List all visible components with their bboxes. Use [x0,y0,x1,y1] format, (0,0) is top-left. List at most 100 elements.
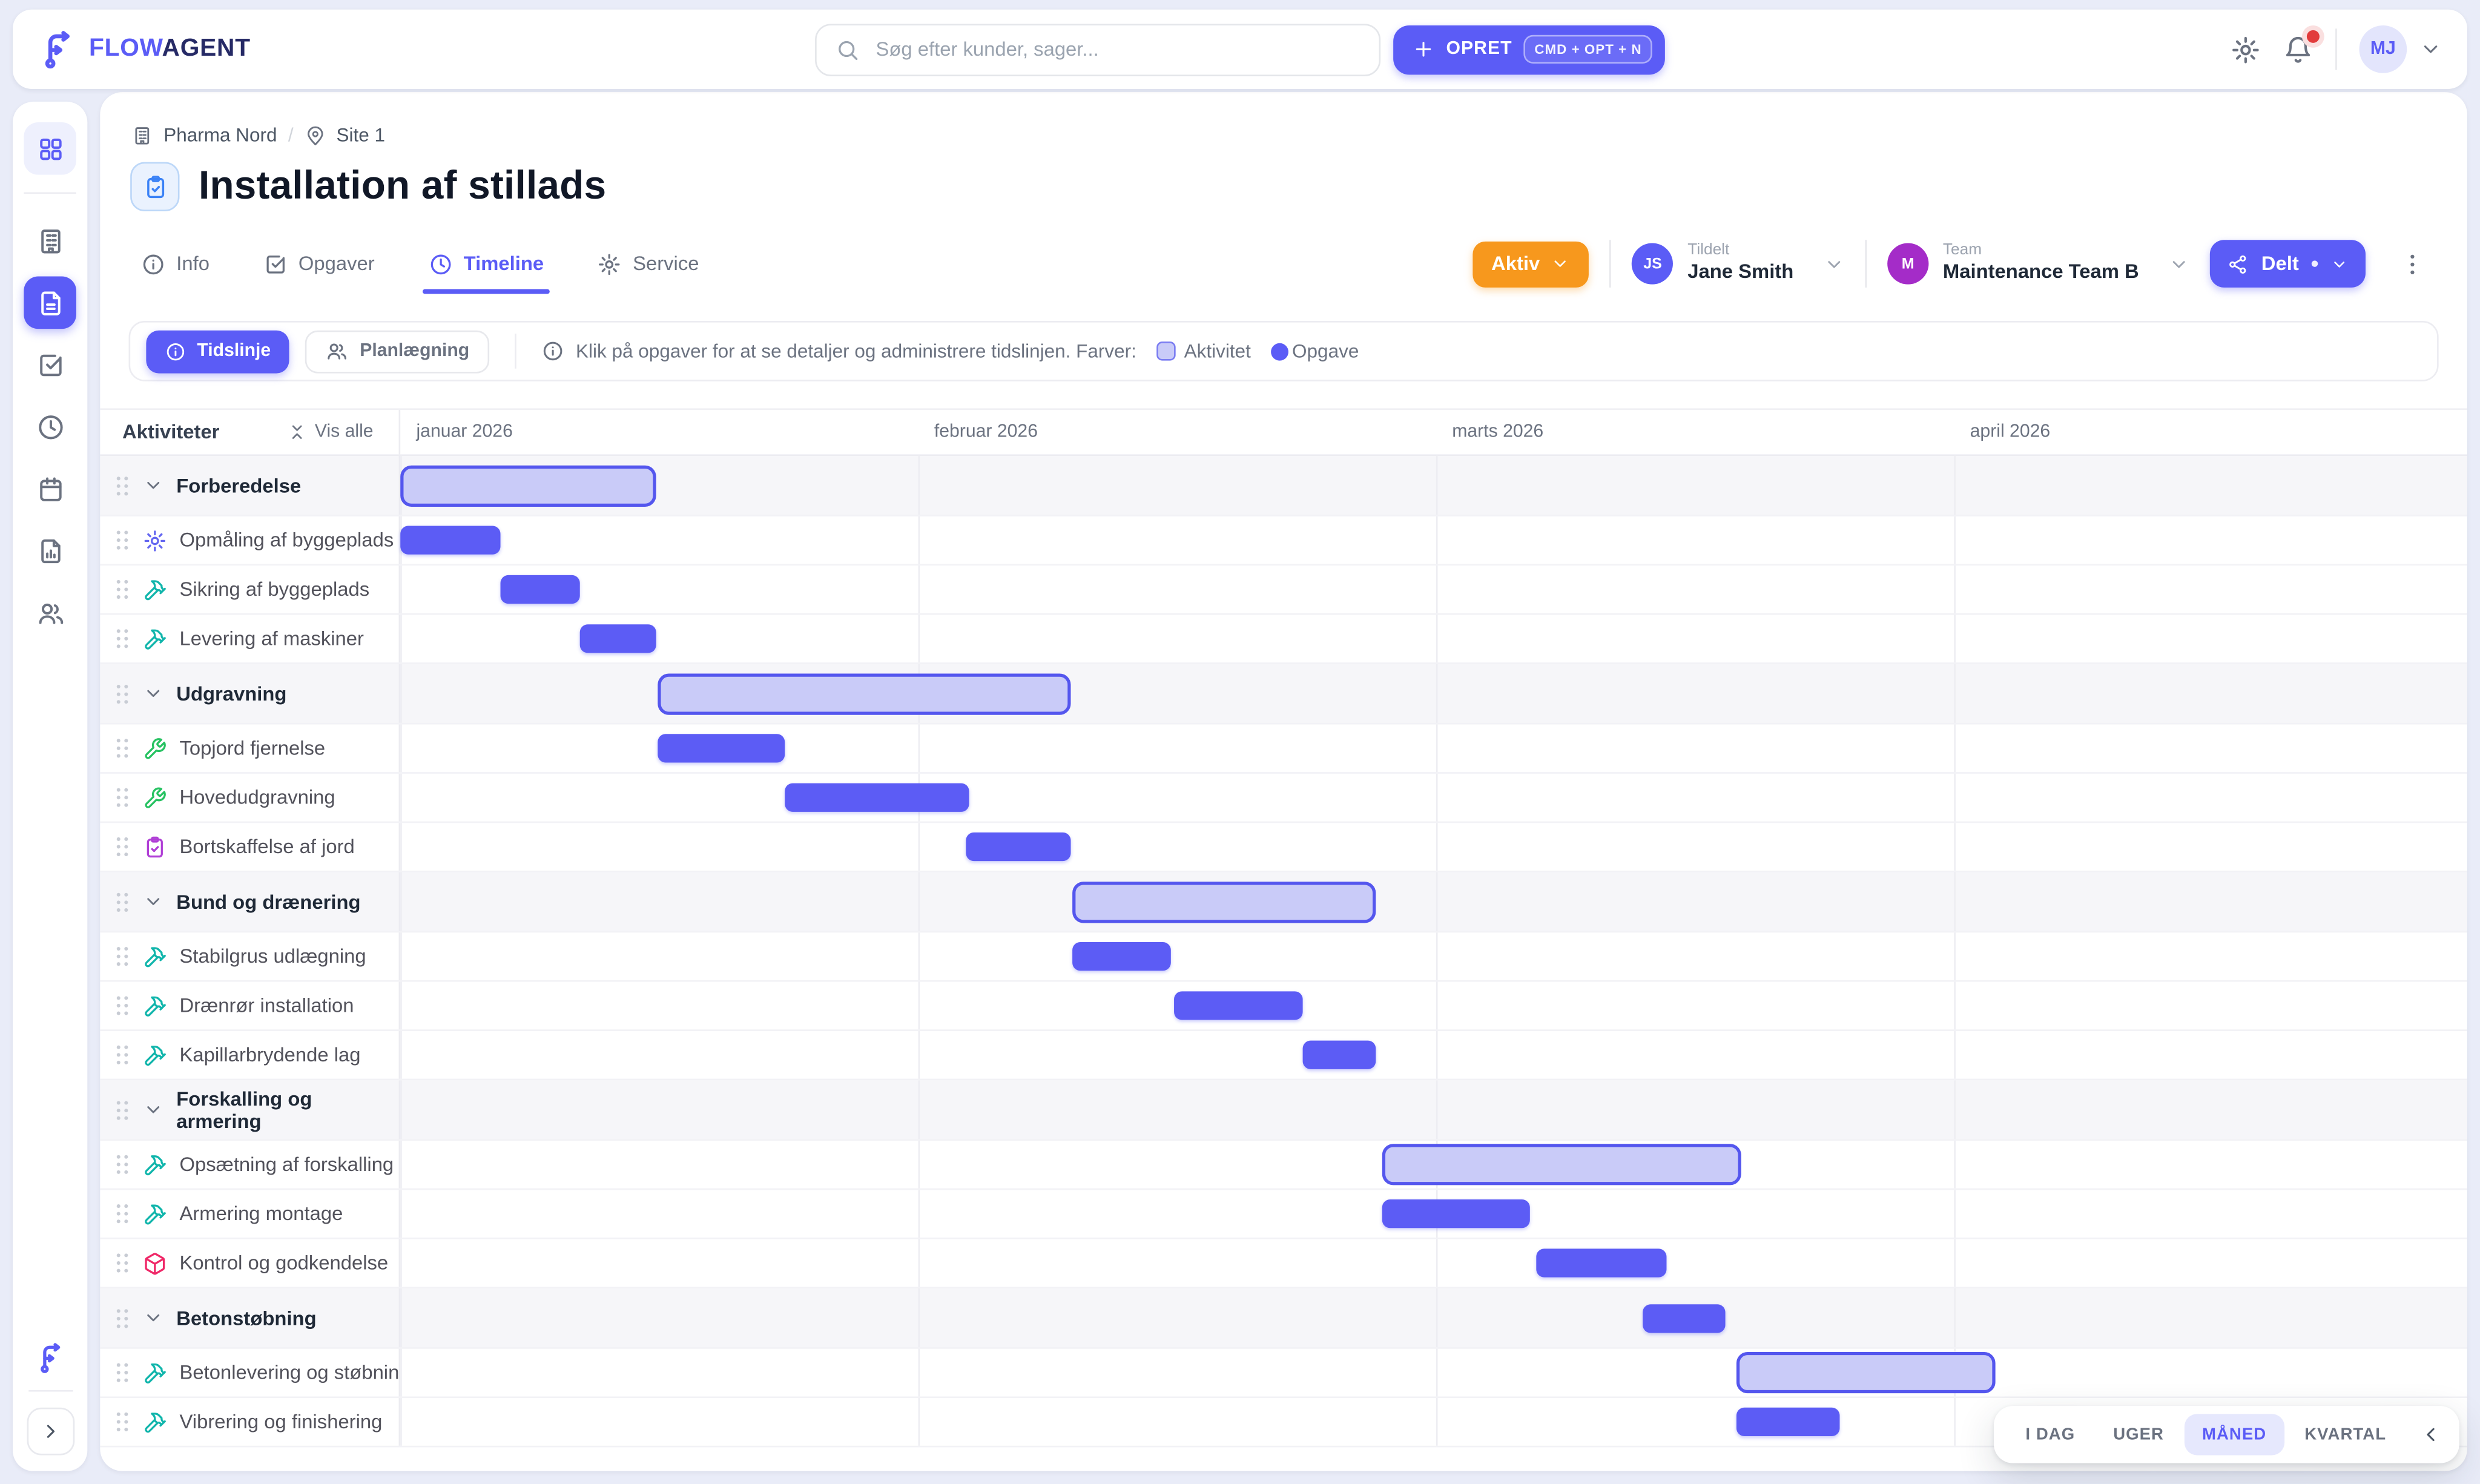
brand-logo[interactable]: FLOWAGENT [38,30,251,70]
status-button[interactable]: Aktiv [1472,240,1589,287]
drag-handle-icon[interactable] [114,836,130,858]
task-bar-16[interactable] [1643,1303,1726,1333]
share-button[interactable]: Delt [2210,240,2366,288]
sidebar-logo-icon [34,1342,65,1374]
drag-handle-icon[interactable] [114,787,130,809]
sidebar-item-calendar[interactable] [24,463,76,515]
search-input[interactable] [872,36,1360,62]
row-label[interactable]: Sikring af byggeplads [179,578,370,601]
tab-timeline[interactable]: Timeline [422,234,551,294]
sidebar-item-users[interactable] [24,586,76,639]
drag-handle-icon[interactable] [114,1098,130,1121]
drag-handle-icon[interactable] [114,578,130,601]
activity-swatch [1156,341,1176,361]
sidebar-expand-button[interactable] [26,1407,74,1456]
drag-handle-icon[interactable] [114,627,130,650]
user-menu[interactable]: MJ [2359,25,2441,73]
activity-bar-13[interactable] [1382,1144,1741,1186]
drag-handle-icon[interactable] [114,945,130,968]
sidebar-item-check-square[interactable] [24,338,76,391]
settings-button[interactable] [2231,34,2261,64]
row-label[interactable]: Forberedelse [176,474,302,496]
task-bar-2[interactable] [500,575,580,604]
task-bar-11[interactable] [1302,1040,1376,1069]
row-label[interactable]: Drænrør installation [179,994,354,1017]
assignee-selector[interactable]: JS Tildelt Jane Smith [1632,242,1844,286]
drag-handle-icon[interactable] [114,1044,130,1066]
task-bar-6[interactable] [785,783,969,812]
scroll-left-button[interactable] [2410,1417,2445,1453]
row-label[interactable]: Kapillarbrydende lag [179,1043,361,1066]
drag-handle-icon[interactable] [114,1252,130,1275]
clock-icon [429,252,452,275]
drag-handle-icon[interactable] [114,1202,130,1225]
drag-handle-icon[interactable] [114,1362,130,1384]
drag-handle-icon[interactable] [114,529,130,552]
drag-handle-icon[interactable] [114,737,130,759]
task-bar-15[interactable] [1536,1248,1667,1278]
task-bar-3[interactable] [579,624,656,653]
create-shortcut-badge: CMD + OPT + N [1523,35,1654,64]
global-search[interactable] [815,23,1381,76]
drag-handle-icon[interactable] [114,682,130,705]
row-label[interactable]: Armering montage [179,1202,343,1225]
task-bar-5[interactable] [658,734,785,763]
team-selector[interactable]: M Team Maintenance Team B [1887,242,2190,286]
zoom-i-dag[interactable]: I DAG [2008,1414,2093,1455]
tab-info[interactable]: Info [142,234,209,294]
breadcrumb-company[interactable]: Pharma Nord [163,124,277,147]
tab-service[interactable]: Service [598,234,699,294]
row-label[interactable]: Kontrol og godkendelse [179,1252,389,1275]
sidebar-item-clock[interactable] [24,400,76,453]
chevron-down-icon [1551,254,1570,273]
task-bar-14[interactable] [1382,1199,1530,1228]
users-icon [326,340,349,363]
zoom-kvartal[interactable]: KVARTAL [2287,1414,2404,1455]
drag-handle-icon[interactable] [114,1307,130,1329]
activity-bar-4[interactable] [658,673,1071,714]
zoom-måned[interactable]: MÅNED [2185,1414,2284,1456]
drag-handle-icon[interactable] [114,474,130,496]
row-label[interactable]: Levering af maskiner [179,627,364,650]
create-button[interactable]: OPRET CMD + OPT + N [1393,24,1666,74]
activity-bar-0[interactable] [400,464,656,506]
row-label[interactable]: Forskalling og armering [176,1087,312,1132]
info-icon [542,340,565,363]
sidebar-item-grid[interactable] [24,122,76,175]
breadcrumb-site[interactable]: Site 1 [336,124,386,147]
row-label[interactable]: Topjord fjernelse [179,737,326,760]
activity-bar-17[interactable] [1736,1351,1996,1394]
row-label[interactable]: Opsætning af forskalling [179,1153,394,1176]
row-label[interactable]: Opmåling af byggeplads [179,529,394,552]
sidebar-item-document[interactable] [24,276,76,329]
zoom-uger[interactable]: UGER [2096,1414,2182,1455]
activity-bar-8[interactable] [1072,880,1376,923]
row-label[interactable]: Vibrering og finishering [179,1411,383,1433]
row-label[interactable]: Stabilgrus udlægning [179,945,366,968]
row-label[interactable]: Betonlevering og støbning [179,1361,399,1384]
task-bar-9[interactable] [1072,942,1171,971]
more-actions-button[interactable] [2389,249,2435,279]
drag-handle-icon[interactable] [114,995,130,1017]
task-bar-1[interactable] [400,526,501,555]
row-label[interactable]: Betonstøbning [176,1307,317,1329]
row-label[interactable]: Hovedudgravning [179,786,335,809]
toolbar-divider [515,334,517,369]
row-label[interactable]: Bortskaffelse af jord [179,836,355,858]
show-all-button[interactable]: Vis alle [279,421,383,443]
drag-handle-icon[interactable] [114,891,130,913]
row-label[interactable]: Udgravning [176,682,287,705]
row-label[interactable]: Bund og drænering [176,890,361,913]
sidebar-item-file-chart[interactable] [24,524,76,577]
tab-opgaver[interactable]: Opgaver [263,234,375,294]
task-bar-7[interactable] [966,832,1071,862]
flowagent-logo-icon [38,30,78,70]
task-bar-10[interactable] [1174,991,1303,1020]
drag-handle-icon[interactable] [114,1153,130,1176]
view-timeline-button[interactable]: Tidslinje [146,329,290,373]
task-bar-18[interactable] [1736,1407,1840,1437]
view-planning-button[interactable]: Planlægning [305,329,490,373]
notifications-button[interactable] [2283,29,2320,64]
drag-handle-icon[interactable] [114,1411,130,1433]
sidebar-item-building[interactable] [24,214,76,267]
